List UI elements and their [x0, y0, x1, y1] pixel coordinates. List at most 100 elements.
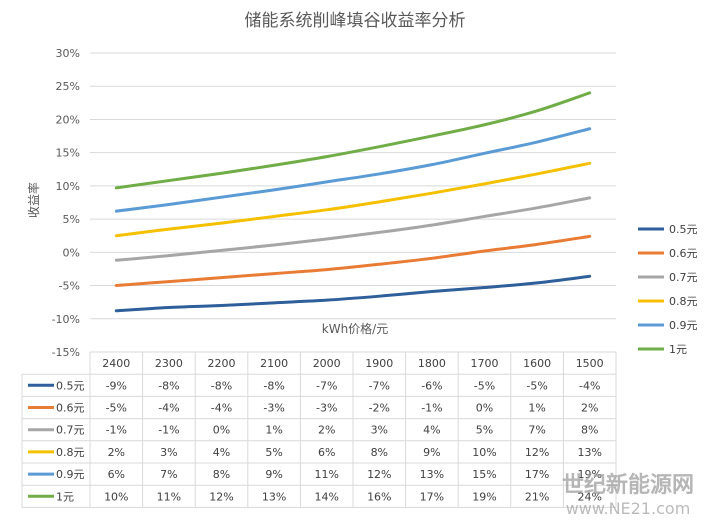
legend-label: 0.5元: [669, 223, 698, 236]
data-table: 2400 2300 2200 2100 2000 1900 1800 1700 1600 1500…: [21, 351, 617, 508]
series-line: [114, 274, 592, 313]
series-line: [114, 196, 592, 262]
table-cell: -4%: [211, 402, 232, 415]
legend-label: 1元: [669, 343, 687, 356]
y-tick-label: 5%: [63, 213, 80, 226]
table-cell: -5%: [106, 402, 127, 415]
series-line: [114, 161, 592, 238]
x-tick-label: 2000: [313, 357, 341, 370]
table-cell: 13%: [577, 446, 601, 459]
table-cell: 24%: [577, 490, 601, 503]
table-cell: -5%: [474, 379, 495, 392]
table-cell: 12%: [367, 468, 391, 481]
table-row-label: 1元: [56, 490, 74, 503]
legend: 0.5元 0.6元 0.7元 0.8元 0.9元 1元: [638, 223, 698, 356]
table-row-label: 0.5元: [56, 379, 85, 392]
table-cell: -5%: [526, 379, 547, 392]
table-cell: 13%: [420, 468, 444, 481]
table-cell: 10%: [472, 446, 496, 459]
table-cell: 5%: [265, 446, 282, 459]
table-cell: 0%: [213, 424, 230, 437]
table-cell: 17%: [420, 490, 444, 503]
table-row-label: 0.6元: [56, 402, 85, 415]
table-cell: 3%: [160, 446, 177, 459]
table-cell: -7%: [316, 379, 337, 392]
table-cell: -1%: [158, 424, 179, 437]
table-cell: 14%: [314, 490, 338, 503]
table-cell: 8%: [213, 468, 230, 481]
y-tick-label: 0%: [63, 246, 80, 259]
table-cell: 11%: [157, 490, 181, 503]
y-tick-label: 30%: [56, 47, 80, 60]
table-cell: -4%: [579, 379, 600, 392]
table-cell: -7%: [369, 379, 390, 392]
watermark: 世纪新能源网 www.NE21.com: [562, 472, 694, 518]
table-cell: 4%: [213, 446, 230, 459]
y-tick-label: -15%: [52, 346, 80, 359]
legend-label: 0.9元: [669, 319, 698, 332]
watermark-line2: www.NE21.com: [566, 499, 691, 518]
series-lines: [114, 91, 592, 313]
x-tick-label: 2200: [208, 357, 236, 370]
table-cell: -2%: [369, 402, 390, 415]
table-row-label: 0.9元: [56, 468, 85, 481]
table-cell: 2%: [318, 424, 335, 437]
y-axis-label: 收益率: [26, 182, 41, 218]
table-cell: -3%: [263, 402, 284, 415]
table-cell: 4%: [423, 424, 440, 437]
table-cell: 8%: [371, 446, 388, 459]
y-tick-label: 15%: [56, 147, 80, 160]
table-cell: -8%: [263, 379, 284, 392]
table-cell: 19%: [577, 468, 601, 481]
table-cell: 2%: [108, 446, 125, 459]
y-tick-label: -10%: [52, 313, 80, 326]
table-cell: 9%: [265, 468, 282, 481]
table-cell: -1%: [421, 402, 442, 415]
table-cell: 6%: [108, 468, 125, 481]
table-cell: 8%: [581, 424, 598, 437]
series-line: [114, 91, 592, 190]
x-tick-label: 1600: [523, 357, 551, 370]
table-cell: 19%: [472, 490, 496, 503]
table-cell: 2%: [581, 402, 598, 415]
table-row-label: 0.8元: [56, 446, 85, 459]
y-axis-ticks: 30% 25% 20% 15% 10% 5% 0% -5% -10% -15%: [52, 47, 80, 359]
table-cell: 12%: [525, 446, 549, 459]
table-cell: 9%: [423, 446, 440, 459]
y-tick-label: 20%: [56, 113, 80, 126]
series-line: [114, 127, 592, 213]
table-cell: 3%: [371, 424, 388, 437]
x-tick-label: 1500: [576, 357, 604, 370]
table-cell: 0%: [476, 402, 493, 415]
table-cell: -6%: [421, 379, 442, 392]
y-tick-label: -5%: [59, 280, 80, 293]
x-tick-label: 2300: [155, 357, 183, 370]
x-tick-label: 1800: [418, 357, 446, 370]
table-cell: 15%: [472, 468, 496, 481]
table-cell: 5%: [476, 424, 493, 437]
table-cell: -3%: [316, 402, 337, 415]
x-tick-label: 2100: [260, 357, 288, 370]
series-line: [114, 234, 592, 288]
table-cell: 17%: [525, 468, 549, 481]
x-tick-label: 2400: [102, 357, 130, 370]
table-cell: 16%: [367, 490, 391, 503]
table-cell: 11%: [314, 468, 338, 481]
legend-label: 0.8元: [669, 295, 698, 308]
x-tick-label: 1700: [471, 357, 499, 370]
watermark-line1: 世纪新能源网: [562, 472, 694, 498]
table-cell: -4%: [158, 402, 179, 415]
legend-label: 0.7元: [669, 271, 698, 284]
table-cell: 12%: [209, 490, 233, 503]
legend-label: 0.6元: [669, 247, 698, 260]
table-cell: 1%: [265, 424, 282, 437]
table-cell: 10%: [104, 490, 128, 503]
chart-title: 储能系统削峰填谷收益率分析: [245, 11, 466, 31]
x-axis-label: kWh价格/元: [322, 321, 388, 336]
table-cell: -8%: [158, 379, 179, 392]
table-cell: 6%: [318, 446, 335, 459]
table-cell: 21%: [525, 490, 549, 503]
table-row-label: 0.7元: [56, 424, 85, 437]
table-cell: -8%: [211, 379, 232, 392]
